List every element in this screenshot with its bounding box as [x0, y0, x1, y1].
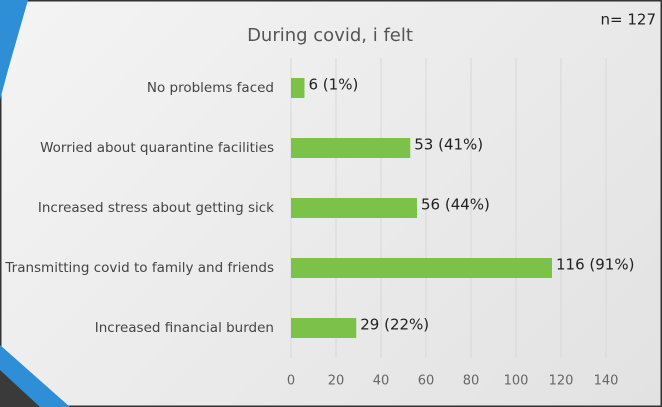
y-tick-label: Increased stress about getting sick	[37, 200, 274, 216]
y-tick-label: Transmitting covid to family and friends	[5, 260, 274, 276]
x-tick-label: 100	[504, 374, 529, 389]
bar	[291, 78, 305, 98]
x-tick-label: 80	[463, 374, 480, 389]
bar	[291, 318, 357, 338]
value-label: 53 (41%)	[414, 136, 483, 154]
bar	[291, 258, 552, 278]
x-tick-label: 60	[418, 374, 435, 389]
decor-bottom-dark	[0, 370, 40, 407]
x-tick-label: 20	[328, 374, 345, 389]
decor-top	[0, 0, 28, 100]
x-tick-label: 140	[594, 374, 619, 389]
x-tick-label: 120	[549, 374, 574, 389]
bar	[291, 138, 411, 158]
bar	[291, 198, 417, 218]
y-tick-label: No problems faced	[146, 80, 274, 96]
annotation: n= 127	[601, 11, 656, 29]
chart-title: During covid, i felt	[247, 25, 413, 46]
x-tick-label: 0	[287, 374, 295, 389]
value-label: 29 (22%)	[360, 316, 429, 334]
y-tick-label: Increased financial burden	[94, 320, 274, 336]
value-label: 6 (1%)	[309, 76, 359, 94]
y-tick-label: Worried about quarantine facilities	[40, 140, 274, 156]
value-label: 56 (44%)	[421, 196, 490, 214]
value-label: 116 (91%)	[556, 256, 634, 274]
x-tick-label: 40	[373, 374, 390, 389]
